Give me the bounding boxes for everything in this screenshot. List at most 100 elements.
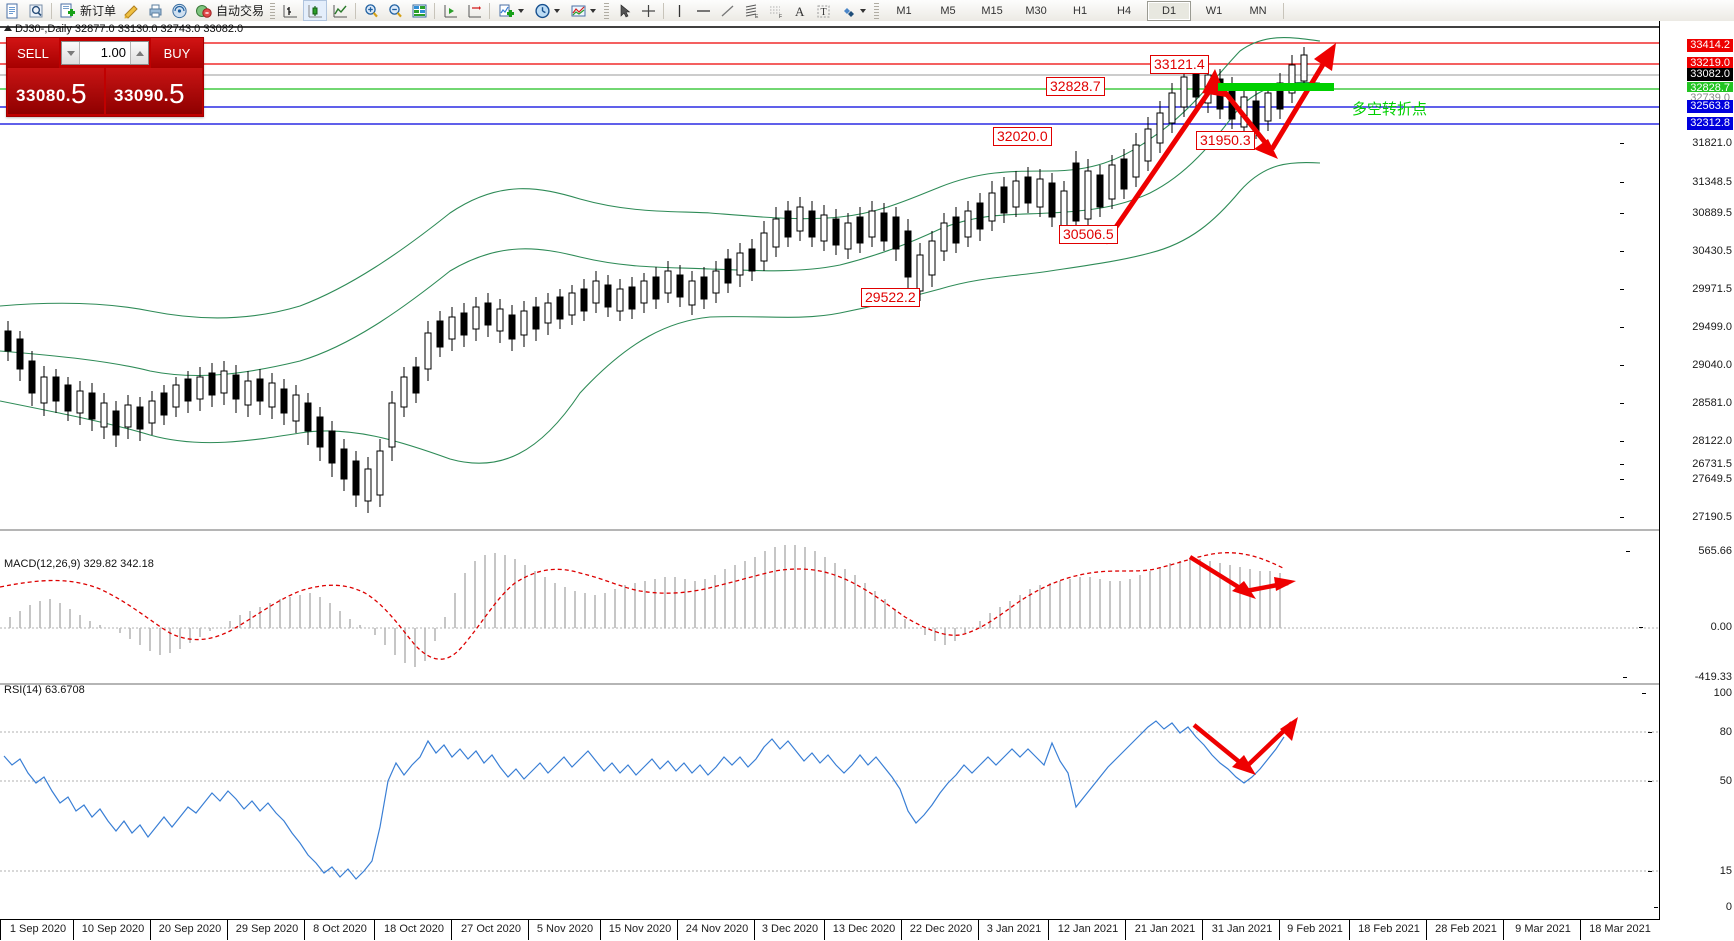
horizontal-line-icon[interactable] [692, 1, 714, 20]
chevron-down-icon-2[interactable] [554, 8, 561, 13]
sell-button[interactable]: SELL [7, 38, 59, 68]
price-tick: 30889.5 [1620, 207, 1732, 219]
svg-text:E: E [755, 14, 759, 19]
pencil-icon[interactable] [120, 1, 142, 20]
document-icon[interactable] [1, 1, 23, 20]
chart-area[interactable]: DJ30-,Daily 32877.0 33130.0 32743.0 3308… [0, 21, 1734, 941]
fibo-channel-icon[interactable]: F [764, 1, 786, 20]
octp-header: SELL 1.00 BUY [7, 38, 203, 68]
crosshair-icon[interactable] [637, 1, 659, 20]
timeframe-mn[interactable]: MN [1249, 4, 1267, 17]
timeframe-h1[interactable]: H1 [1073, 4, 1088, 17]
volume-stepper[interactable]: 1.00 [61, 41, 149, 65]
date-tick: 15 Nov 2020 [608, 923, 672, 935]
candlestick-chart-icon[interactable] [303, 0, 328, 21]
new-order-icon[interactable] [56, 1, 78, 20]
zoom-in-icon[interactable] [360, 1, 382, 20]
date-tick: 18 Feb 2021 [1358, 923, 1420, 935]
fibonacci-icon[interactable]: E [740, 1, 762, 20]
chevron-down-icon-4[interactable] [860, 8, 867, 13]
buy-price-frac: 5 [169, 78, 186, 109]
cursor-icon[interactable] [613, 1, 635, 20]
rsi-arrow-up [1244, 717, 1298, 769]
autotrade-label[interactable]: 自动交易 [216, 4, 265, 18]
rsi-indicator-label: RSI(14) 63.6708 [4, 684, 85, 696]
date-tick: 8 Oct 2020 [313, 923, 367, 935]
rsi-scale-100: 100 [1641, 687, 1732, 699]
date-tick: 21 Jan 2021 [1134, 923, 1196, 935]
buy-button[interactable]: BUY [151, 38, 203, 68]
auto-scroll-icon[interactable] [439, 1, 461, 20]
macd-scale-min: -419.33 [1622, 671, 1732, 683]
collapse-icon[interactable] [4, 25, 12, 31]
level-label-sup1: 32563.8 [1687, 100, 1733, 113]
period-button[interactable] [529, 1, 565, 20]
timeframe-m5[interactable]: M5 [940, 4, 956, 17]
signal-icon[interactable] [168, 1, 190, 20]
magnifier-data-icon[interactable] [25, 1, 47, 20]
volume-increase-button[interactable] [130, 42, 148, 64]
date-tick: 18 Oct 2020 [384, 923, 444, 935]
price-axis[interactable]: 31821.0 31348.5 30889.5 30430.5 29971.5 … [1620, 21, 1734, 920]
toolbar-grip[interactable] [270, 2, 276, 19]
price-tag-32828: 32828.7 [1046, 77, 1105, 96]
templates-button[interactable] [565, 1, 601, 20]
toolbar-separator [51, 2, 52, 19]
buy-price[interactable]: 33090.5 [106, 68, 202, 114]
rsi-scale-0: 0 [1653, 901, 1732, 913]
price-tick: 31348.5 [1620, 176, 1732, 188]
price-tick: 27190.5 [1620, 511, 1732, 523]
trendline-icon[interactable] [716, 1, 738, 20]
printer-icon[interactable] [144, 1, 166, 20]
date-tick: 3 Jan 2021 [986, 923, 1042, 935]
text-icon[interactable]: A [788, 1, 810, 20]
date-tick: 29 Sep 2020 [235, 923, 299, 935]
macd-indicator-label: MACD(12,26,9) 329.82 342.18 [4, 558, 154, 570]
trend-arrow-up [1102, 69, 1226, 245]
chevron-down-icon[interactable] [518, 8, 525, 13]
price-tick: 29040.0 [1620, 359, 1732, 371]
timeframe-m1[interactable]: M1 [896, 4, 912, 17]
trend-arrow-up-2 [1269, 43, 1336, 151]
toolbar-grip-3[interactable] [874, 2, 880, 19]
toolbar-separator-6 [1283, 2, 1285, 19]
text-label-icon[interactable]: T [812, 1, 834, 20]
price-tick: 26731.5 [1620, 458, 1732, 470]
vertical-line-icon[interactable] [668, 1, 690, 20]
volume-decrease-button[interactable] [62, 42, 80, 64]
one-click-trading-panel[interactable]: SELL 1.00 BUY 33080.5 33090.5 [6, 37, 204, 117]
indicators-button[interactable] [493, 1, 529, 20]
expert-advisor-icon[interactable] [192, 1, 214, 20]
bar-chart-icon[interactable] [279, 1, 301, 20]
price-pane[interactable] [0, 21, 1660, 920]
sell-price[interactable]: 33080.5 [8, 68, 104, 114]
data-window-icon[interactable] [408, 1, 430, 20]
symbol-ohlc-text: DJ30-,Daily 32877.0 33130.0 32743.0 3308… [15, 23, 244, 35]
date-tick: 22 Dec 2020 [909, 923, 973, 935]
zoom-out-icon[interactable] [384, 1, 406, 20]
line-chart-icon[interactable] [329, 1, 351, 20]
toolbar-separator-2 [355, 2, 357, 19]
main-toolbar: 新订单 自动交易 [0, 0, 1734, 22]
timeframe-h4[interactable]: H4 [1117, 4, 1132, 17]
chart-shift-icon[interactable] [463, 1, 485, 20]
toolbar-separator-4 [489, 2, 491, 19]
price-tick: 31821.0 [1620, 137, 1732, 149]
timeframe-w1[interactable]: W1 [1205, 4, 1223, 17]
new-order-label[interactable]: 新订单 [80, 4, 117, 18]
volume-input[interactable]: 1.00 [100, 45, 126, 60]
level-label-last: 33082.0 [1687, 68, 1733, 81]
shapes-button[interactable] [835, 1, 871, 20]
timeframe-d1[interactable]: D1 [1147, 0, 1192, 21]
rsi-pane [0, 717, 1660, 880]
macd-scale-zero: 0.00 [1638, 621, 1732, 633]
toolbar-grip-2[interactable] [604, 2, 610, 19]
buy-price-dot: . [163, 86, 170, 105]
price-tick: 28122.0 [1620, 435, 1732, 447]
date-axis[interactable]: 1 Sep 2020 10 Sep 2020 20 Sep 2020 29 Se… [0, 919, 1660, 941]
timeframe-m30[interactable]: M30 [1025, 4, 1047, 17]
timeframe-m15[interactable]: M15 [981, 4, 1003, 17]
chevron-down-icon-3[interactable] [590, 8, 597, 13]
macd-scale-max: 565.66 [1626, 545, 1732, 557]
